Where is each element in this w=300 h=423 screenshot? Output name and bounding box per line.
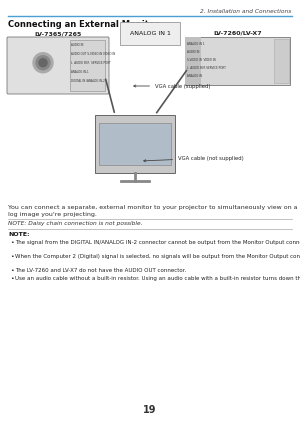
Text: L  AUDIO IN R SERVICE PORT: L AUDIO IN R SERVICE PORT [187, 66, 226, 70]
Text: AUDIO IN: AUDIO IN [187, 50, 200, 54]
Text: ANALOG IN-1: ANALOG IN-1 [71, 70, 89, 74]
Text: •: • [10, 268, 14, 273]
Text: S-VIDEO IN  VIDEO IN: S-VIDEO IN VIDEO IN [187, 58, 216, 62]
Text: Use an audio cable without a built-in resistor. Using an audio cable with a buil: Use an audio cable without a built-in re… [15, 275, 300, 280]
Text: AUDIO IN: AUDIO IN [71, 43, 83, 47]
Text: ANALOG IN: ANALOG IN [187, 74, 202, 78]
Text: log image you're projecting.: log image you're projecting. [8, 212, 97, 217]
Text: VGA cable (supplied): VGA cable (supplied) [134, 83, 211, 88]
FancyBboxPatch shape [7, 37, 109, 94]
Text: •: • [10, 275, 14, 280]
Text: NOTE: Daisy chain connection is not possible.: NOTE: Daisy chain connection is not poss… [8, 221, 142, 226]
Bar [70, 40, 105, 91]
Text: LV-7260/LV-X7: LV-7260/LV-X7 [213, 30, 262, 35]
Circle shape [36, 56, 50, 70]
Bar [185, 37, 201, 85]
Text: 2. Installation and Connections: 2. Installation and Connections [200, 9, 291, 14]
Text: NOTE:: NOTE: [8, 232, 30, 237]
Text: You can connect a separate, external monitor to your projector to simultaneously: You can connect a separate, external mon… [8, 205, 300, 210]
Text: ANALOG IN 1: ANALOG IN 1 [130, 31, 170, 36]
Text: VGA cable (not supplied): VGA cable (not supplied) [144, 156, 244, 162]
Text: When the Computer 2 (Digital) signal is selected, no signals will be output from: When the Computer 2 (Digital) signal is … [15, 254, 300, 259]
Text: AUDIO OUT S-VIDEO IN VIDEO IN: AUDIO OUT S-VIDEO IN VIDEO IN [71, 52, 115, 56]
Bar [5, 25, 295, 203]
Text: •: • [10, 254, 14, 259]
Circle shape [33, 53, 53, 73]
Text: Connecting an External Monitor: Connecting an External Monitor [8, 20, 159, 29]
Bar [185, 37, 290, 85]
Text: •: • [10, 240, 14, 245]
Text: ANALOG IN 1: ANALOG IN 1 [187, 42, 205, 46]
Text: L  AUDIO IN R  SERVICE PORT: L AUDIO IN R SERVICE PORT [71, 61, 111, 65]
Text: The LV-7260 and LV-X7 do not have the AUDIO OUT connector.: The LV-7260 and LV-X7 do not have the AU… [15, 268, 186, 273]
Circle shape [39, 59, 47, 67]
Bar [95, 115, 175, 173]
Text: 19: 19 [143, 405, 157, 415]
Text: LV-7365/7265: LV-7365/7265 [34, 31, 82, 36]
Bar [274, 39, 289, 83]
Text: The signal from the DIGITAL IN/ANALOG IN-2 connector cannot be output from the M: The signal from the DIGITAL IN/ANALOG IN… [15, 240, 300, 245]
Bar [99, 123, 171, 165]
Text: DIGITAL IN /ANALOG IN-2: DIGITAL IN /ANALOG IN-2 [71, 79, 105, 83]
